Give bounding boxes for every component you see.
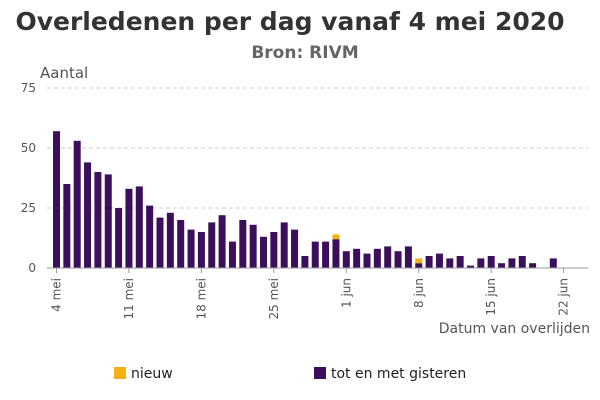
bar-tot-en-met-gisteren-2020-05-21 [228,241,236,268]
y-axis-label: Aantal [40,64,88,82]
bar-nieuw-2020-05-31 [332,234,340,240]
bar-tot-en-met-gisteren-2020-05-04 [53,131,60,268]
bar-tot-en-met-gisteren-2020-05-15 [166,212,174,268]
y-tick-label-25: 25 [21,201,36,215]
bar-tot-en-met-gisteren-2020-06-15 [487,256,495,268]
bar-tot-en-met-gisteren-2020-05-17 [187,229,195,268]
bar-tot-en-met-gisteren-2020-06-16 [498,263,506,268]
bar-tot-en-met-gisteren-2020-05-29 [311,241,319,268]
bar-nieuw-2020-06-08 [415,258,423,264]
bar-tot-en-met-gisteren-2020-05-22 [239,220,247,268]
bar-tot-en-met-gisteren-2020-06-06 [394,251,402,268]
bar-tot-en-met-gisteren-2020-05-18 [197,232,205,268]
y-tick-label-75: 75 [21,81,36,95]
bar-tot-en-met-gisteren-2020-05-19 [208,222,216,268]
bar-tot-en-met-gisteren-2020-06-07 [404,246,412,268]
legend-label-tot-en-met-gisteren: tot en met gisteren [331,366,466,382]
bar-tot-en-met-gisteren-2020-06-02 [353,248,361,268]
bar-tot-en-met-gisteren-2020-05-25 [270,232,278,268]
x-axis-ticks: 4 mei 11 mei 18 mei 25 mei 1 jun 8 jun 15 jun 2… [50,268,571,320]
bar-tot-en-met-gisteren-2020-05-05 [63,184,71,268]
bar-tot-en-met-gisteren-2020-05-20 [218,215,226,268]
bar-tot-en-met-gisteren-2020-05-24 [260,236,267,268]
bar-tot-en-met-gisteren-2020-05-12 [135,186,143,268]
bar-tot-en-met-gisteren-2020-06-11 [446,258,454,268]
bar-tot-en-met-gisteren-2020-05-26 [280,222,288,268]
bar-tot-en-met-gisteren-2020-05-13 [146,205,154,268]
bar-tot-en-met-gisteren-2020-05-08 [94,172,102,268]
x-tick-label-2020-05-18: 18 mei [194,278,208,320]
bar-tot-en-met-gisteren-2020-06-03 [363,253,371,268]
x-tick-label-2020-06-15: 15 jun [484,278,498,316]
bar-tot-en-met-gisteren-2020-06-05 [384,246,392,268]
legend-swatch-tot-en-met-gisteren [314,367,326,379]
x-tick-label-2020-06-22: 22 jun [557,278,571,316]
chart-subtitle: Bron: RIVM [251,43,358,63]
bar-tot-en-met-gisteren-2020-06-14 [477,258,485,268]
bar-tot-en-met-gisteren-2020-05-16 [177,220,185,268]
bar-tot-en-met-gisteren-2020-06-09 [425,256,433,268]
bar-tot-en-met-gisteren-2020-06-18 [518,256,526,268]
bar-tot-en-met-gisteren-2020-05-31 [332,239,340,268]
bars [53,131,557,268]
bar-tot-en-met-gisteren-2020-06-17 [508,258,516,268]
gridlines [47,87,588,209]
bar-tot-en-met-gisteren-2020-05-09 [104,174,112,268]
bar-tot-en-met-gisteren-2020-05-06 [73,140,81,268]
bar-tot-en-met-gisteren-2020-05-28 [301,256,309,268]
bar-tot-en-met-gisteren-2020-06-21 [549,258,557,268]
x-axis-label: Datum van overlijden [439,321,590,337]
x-tick-label-2020-06-08: 8 jun [412,278,426,308]
bar-tot-en-met-gisteren-2020-06-19 [529,263,537,268]
legend-label-nieuw: nieuw [131,366,173,382]
bar-tot-en-met-gisteren-2020-06-13 [467,265,474,268]
y-axis-ticks: 0 25 50 75 [21,81,36,275]
bar-tot-en-met-gisteren-2020-05-11 [125,188,133,268]
chart-title: Overledenen per dag vanaf 4 mei 2020 [15,7,564,36]
bar-tot-en-met-gisteren-2020-05-30 [322,241,330,268]
x-tick-label-2020-05-04: 4 mei [50,278,64,312]
x-tick-label-2020-05-11: 11 mei [122,278,136,320]
x-tick-label-2020-06-01: 1 jun [339,278,353,308]
legend-swatch-nieuw [114,367,126,379]
bar-tot-en-met-gisteren-2020-05-07 [84,162,92,268]
bar-tot-en-met-gisteren-2020-05-23 [249,224,257,268]
y-tick-label-0: 0 [28,261,36,275]
bar-tot-en-met-gisteren-2020-05-27 [291,229,299,268]
bar-tot-en-met-gisteren-2020-06-04 [373,248,381,268]
bar-tot-en-met-gisteren-2020-06-12 [456,256,464,268]
x-tick-label-2020-05-25: 25 mei [267,278,281,320]
legend: nieuw tot en met gisteren [114,366,466,382]
y-tick-label-50: 50 [21,141,36,155]
bar-tot-en-met-gisteren-2020-05-14 [156,217,164,268]
bar-tot-en-met-gisteren-2020-06-01 [342,251,350,268]
bar-tot-en-met-gisteren-2020-06-10 [435,253,443,268]
bar-tot-en-met-gisteren-2020-05-10 [115,208,123,268]
bar-tot-en-met-gisteren-2020-06-08 [415,263,423,268]
